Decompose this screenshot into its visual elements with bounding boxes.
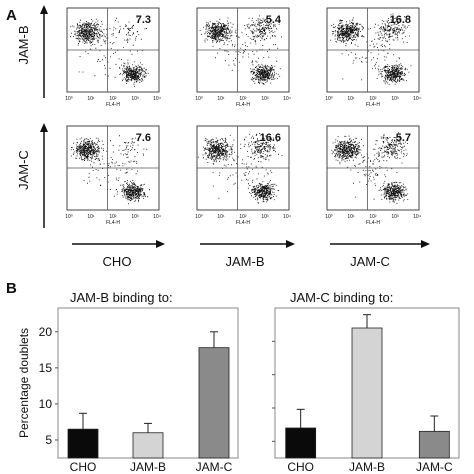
scatter-events bbox=[70, 135, 150, 205]
x-tick-label: 10⁰ bbox=[65, 96, 73, 102]
x-tick-label: 10³ bbox=[261, 214, 269, 220]
x-tick-label: 10⁰ bbox=[195, 214, 203, 220]
scatter-events bbox=[199, 15, 282, 85]
quadrant-value: 7.3 bbox=[136, 14, 151, 26]
dot-plot: 5.4 10⁰ 10¹ 10² 10³ 10⁴ FL4-H bbox=[195, 7, 291, 108]
x-tick-label: 10⁰ bbox=[65, 214, 73, 220]
col-label-jam-b: JAM-B bbox=[226, 254, 265, 269]
panel-label-a: A bbox=[6, 7, 17, 24]
y-axis-label: Percentage doublets bbox=[17, 328, 31, 438]
bar-charts: JAM-B binding to: 5 10 15 20 Percentage doubl… bbox=[17, 290, 460, 474]
x-tick-label: 10⁴ bbox=[283, 96, 291, 102]
x-tick-label: 10⁴ bbox=[153, 214, 161, 220]
arrow-up-icon bbox=[40, 5, 48, 14]
x-tick-label: 10³ bbox=[131, 214, 139, 220]
scatter-events bbox=[70, 16, 149, 87]
y-tick-label: 5 bbox=[45, 433, 52, 447]
x-tick-label: 10⁴ bbox=[283, 214, 291, 220]
x-axis-title: FL4-H bbox=[106, 220, 120, 226]
x-axis-title: FL4-H bbox=[236, 102, 250, 108]
x-tick-label: 10³ bbox=[391, 96, 399, 102]
dot-plot: 5.7 10⁰ 10¹ 10² 10³ 10⁴ FL4-H bbox=[325, 125, 421, 226]
x-tick-label: 10⁴ bbox=[153, 96, 161, 102]
x-axis-title: FL4-H bbox=[106, 102, 120, 108]
x-tick-label: 10¹ bbox=[87, 96, 95, 102]
scatter-events bbox=[330, 13, 412, 85]
dot-plot: 7.6 10⁰ 10¹ 10² 10³ 10⁴ FL4-H bbox=[65, 125, 161, 226]
dot-plot: 7.3 10⁰ 10¹ 10² 10³ 10⁴ FL4-H bbox=[65, 7, 161, 108]
x-axis-title: FL4-H bbox=[236, 220, 250, 226]
arrow-right-icon bbox=[286, 240, 295, 248]
bar bbox=[67, 428, 99, 459]
arrow-right-icon bbox=[421, 240, 430, 248]
x-tick-label: 10² bbox=[109, 96, 117, 102]
x-tick-label: 10² bbox=[239, 214, 247, 220]
bar bbox=[351, 327, 383, 459]
y-tick-label: 10 bbox=[39, 397, 53, 411]
bar-chart: JAM-C binding to: CHO JAM-B JAM-C bbox=[272, 290, 460, 474]
x-tick-label: 10⁰ bbox=[325, 214, 333, 220]
category-label: JAM-B bbox=[349, 460, 385, 474]
category-label: JAM-C bbox=[416, 460, 453, 474]
bar bbox=[132, 432, 164, 459]
row-label-jam-c: JAM-C bbox=[16, 150, 31, 190]
y-tick-label: 20 bbox=[39, 325, 53, 339]
bar-chart: JAM-B binding to: 5 10 15 20 Percentage doubl… bbox=[17, 290, 239, 474]
x-axis-title: FL4-H bbox=[366, 102, 380, 108]
scatter-events bbox=[197, 133, 283, 204]
x-tick-label: 10⁴ bbox=[413, 214, 421, 220]
x-tick-label: 10² bbox=[109, 214, 117, 220]
category-label: CHO bbox=[287, 460, 314, 474]
chart-title: JAM-B binding to: bbox=[70, 290, 173, 305]
y-tick-label: 15 bbox=[39, 361, 53, 375]
dot-plot: 16.8 10⁰ 10¹ 10² 10³ 10⁴ FL4-H bbox=[325, 7, 421, 108]
x-tick-label: 10² bbox=[369, 96, 377, 102]
arrow-right-icon bbox=[156, 240, 165, 248]
panel-label-b: B bbox=[6, 280, 17, 297]
category-label: JAM-B bbox=[130, 460, 166, 474]
quadrant-value: 7.6 bbox=[136, 132, 151, 144]
dot-plot: 16.6 10⁰ 10¹ 10² 10³ 10⁴ FL4-H bbox=[195, 125, 291, 226]
x-tick-label: 10¹ bbox=[217, 96, 225, 102]
quadrant-value: 5.7 bbox=[396, 132, 411, 144]
x-tick-label: 10³ bbox=[261, 96, 269, 102]
bar bbox=[285, 427, 317, 459]
x-tick-label: 10¹ bbox=[217, 214, 225, 220]
quadrant-value: 16.8 bbox=[390, 14, 411, 26]
quadrant-value: 16.6 bbox=[260, 132, 281, 144]
x-tick-label: 10³ bbox=[391, 214, 399, 220]
col-label-jam-c: JAM-C bbox=[350, 254, 390, 269]
x-tick-label: 10⁰ bbox=[195, 96, 203, 102]
x-tick-label: 10² bbox=[239, 96, 247, 102]
x-tick-label: 10³ bbox=[131, 96, 139, 102]
x-tick-label: 10¹ bbox=[87, 214, 95, 220]
x-tick-label: 10⁴ bbox=[413, 96, 421, 102]
x-axis-title: FL4-H bbox=[366, 220, 380, 226]
x-tick-label: 10¹ bbox=[347, 214, 355, 220]
category-label: JAM-C bbox=[196, 460, 233, 474]
bar bbox=[198, 347, 230, 459]
chart-title: JAM-C binding to: bbox=[290, 290, 393, 305]
row-label-jam-b: JAM-B bbox=[16, 26, 31, 65]
x-tick-label: 10² bbox=[369, 214, 377, 220]
x-tick-label: 10¹ bbox=[347, 96, 355, 102]
flow-cytometry-grid: 7.3 10⁰ 10¹ 10² 10³ 10⁴ FL4-H 5.4 10⁰ 10¹ 10² 10³ 10… bbox=[65, 7, 421, 226]
x-tick-label: 10⁰ bbox=[325, 96, 333, 102]
arrow-up-icon bbox=[40, 123, 48, 132]
category-label: CHO bbox=[70, 460, 97, 474]
scatter-events bbox=[331, 132, 409, 204]
col-label-cho: CHO bbox=[103, 254, 132, 269]
bar bbox=[418, 430, 450, 459]
quadrant-value: 5.4 bbox=[266, 14, 282, 26]
